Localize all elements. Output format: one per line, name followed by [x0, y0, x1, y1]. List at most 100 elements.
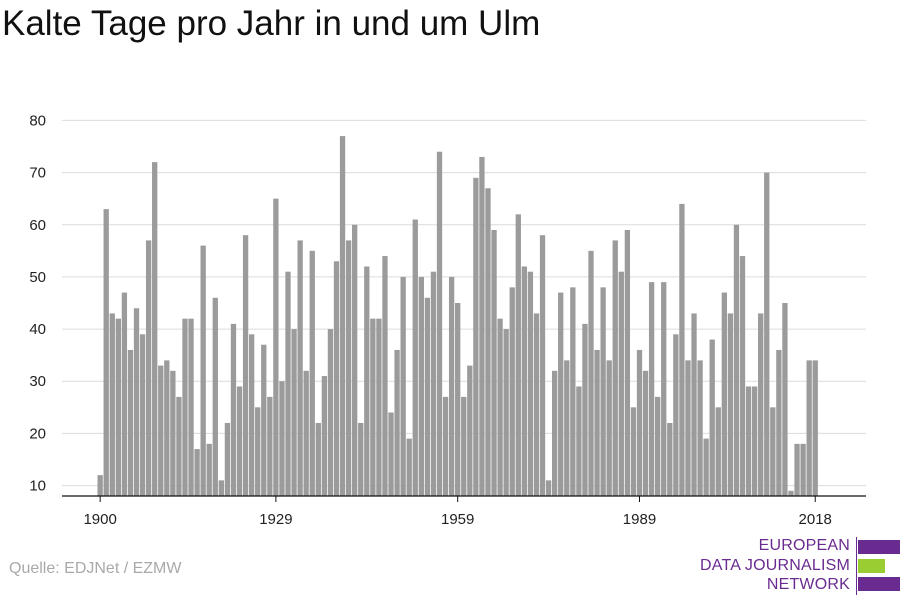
bar-1909: [152, 162, 158, 496]
bar-1941: [345, 240, 352, 496]
logo-line-1: EUROPEAN: [758, 537, 850, 554]
bar-1939: [333, 261, 340, 496]
bar-2002: [715, 407, 721, 496]
bar-1918: [206, 443, 212, 496]
bar-1981: [588, 250, 594, 496]
bar-1998: [691, 313, 697, 496]
bar-2018: [812, 360, 818, 496]
chart-title: Kalte Tage pro Jahr in und um Ulm: [2, 4, 541, 43]
bar-1968: [509, 287, 515, 496]
bar-2012: [776, 349, 782, 496]
bar-1961: [467, 365, 473, 496]
bar-1974: [545, 480, 552, 496]
logo-line-3: NETWORK: [766, 576, 850, 593]
y-tick-labels: 10 20 30 40 50 60 70 80: [29, 112, 46, 494]
bar-1960: [461, 396, 467, 496]
bar-1971: [527, 271, 534, 496]
bar-1938: [327, 329, 334, 496]
bar-1919: [212, 297, 218, 496]
bar-1905: [127, 349, 134, 496]
bar-1959: [455, 303, 461, 496]
bar-1943: [358, 422, 364, 496]
bar-1979: [576, 386, 582, 496]
source-note: Quelle: EDJNet / EZMW: [9, 560, 182, 577]
logo-purple-bar-top: [858, 540, 900, 554]
bar-1967: [503, 329, 509, 496]
bar-1972: [533, 313, 540, 496]
bar-1906: [133, 308, 140, 496]
bar-1950: [400, 276, 406, 496]
bar-1989: [636, 349, 643, 496]
bar-1945: [370, 318, 376, 496]
y-tick-label: 10: [29, 478, 46, 495]
bar-1955: [430, 271, 437, 496]
bar-1915: [188, 318, 194, 496]
bar-1953: [418, 276, 424, 496]
bar-1934: [303, 370, 309, 496]
bar-1995: [673, 334, 679, 496]
bar-1946: [376, 318, 382, 496]
bar-1990: [642, 370, 649, 496]
y-tick-label: 70: [29, 165, 46, 182]
x-tick-label: 1959: [441, 511, 474, 528]
bar-1913: [176, 396, 182, 496]
bar-2010: [764, 172, 770, 496]
bar-1982: [594, 349, 600, 496]
bar-1973: [539, 235, 546, 496]
bar-1987: [624, 229, 631, 496]
bar-1991: [648, 282, 655, 496]
bar-1983: [600, 287, 606, 496]
bar-1927: [261, 344, 267, 496]
x-tick-label: 1900: [83, 511, 116, 528]
bar-2009: [758, 313, 764, 496]
bar-1964: [485, 188, 491, 497]
bar-1993: [661, 282, 667, 496]
bar-2013: [782, 303, 788, 496]
x-tick-label: 1989: [623, 511, 656, 528]
y-tick-label: 20: [29, 425, 46, 442]
bar-2006: [739, 256, 746, 496]
logo-line-2: DATA JOURNALISM: [700, 557, 850, 574]
bar-2016: [800, 443, 806, 496]
bar-1949: [394, 349, 400, 496]
bar-2011: [770, 407, 776, 496]
bar-1908: [145, 240, 152, 496]
bar-1984: [606, 360, 612, 496]
bar-1904: [121, 292, 128, 496]
bar-1900: [97, 475, 103, 496]
bar-1965: [491, 229, 497, 496]
bar-1969: [515, 214, 521, 496]
bar-2004: [727, 313, 734, 496]
bar-1932: [291, 329, 297, 496]
x-tick-label: 1929: [259, 511, 292, 528]
bar-1996: [679, 203, 685, 496]
bar-1966: [497, 318, 503, 496]
y-tick-label: 80: [29, 112, 46, 129]
bar-1936: [315, 422, 321, 496]
bar-1922: [230, 323, 237, 496]
bar-1901: [103, 209, 109, 497]
bar-1917: [200, 245, 206, 496]
bar-1940: [339, 136, 346, 496]
bar-2000: [703, 438, 709, 496]
bar-1978: [570, 287, 576, 496]
bar-2015: [794, 443, 800, 496]
x-tick-labels: 1900 1929 1959 1989 2018: [83, 511, 831, 528]
bar-1963: [479, 156, 485, 496]
bar-1910: [158, 365, 164, 496]
bar-2005: [733, 224, 740, 496]
bar-1930: [279, 381, 285, 496]
bar-1926: [255, 407, 261, 496]
bar-1902: [109, 313, 115, 496]
x-axis: [62, 495, 866, 502]
bar-1942: [352, 224, 358, 496]
bar-1975: [552, 370, 558, 496]
bar-1952: [412, 219, 418, 497]
bar-1976: [558, 292, 564, 496]
bar-1994: [667, 422, 673, 496]
bar-1956: [436, 151, 443, 497]
bar-2001: [709, 339, 715, 496]
bar-1920: [218, 480, 224, 496]
bar-1985: [612, 240, 618, 496]
bar-1999: [697, 360, 703, 496]
